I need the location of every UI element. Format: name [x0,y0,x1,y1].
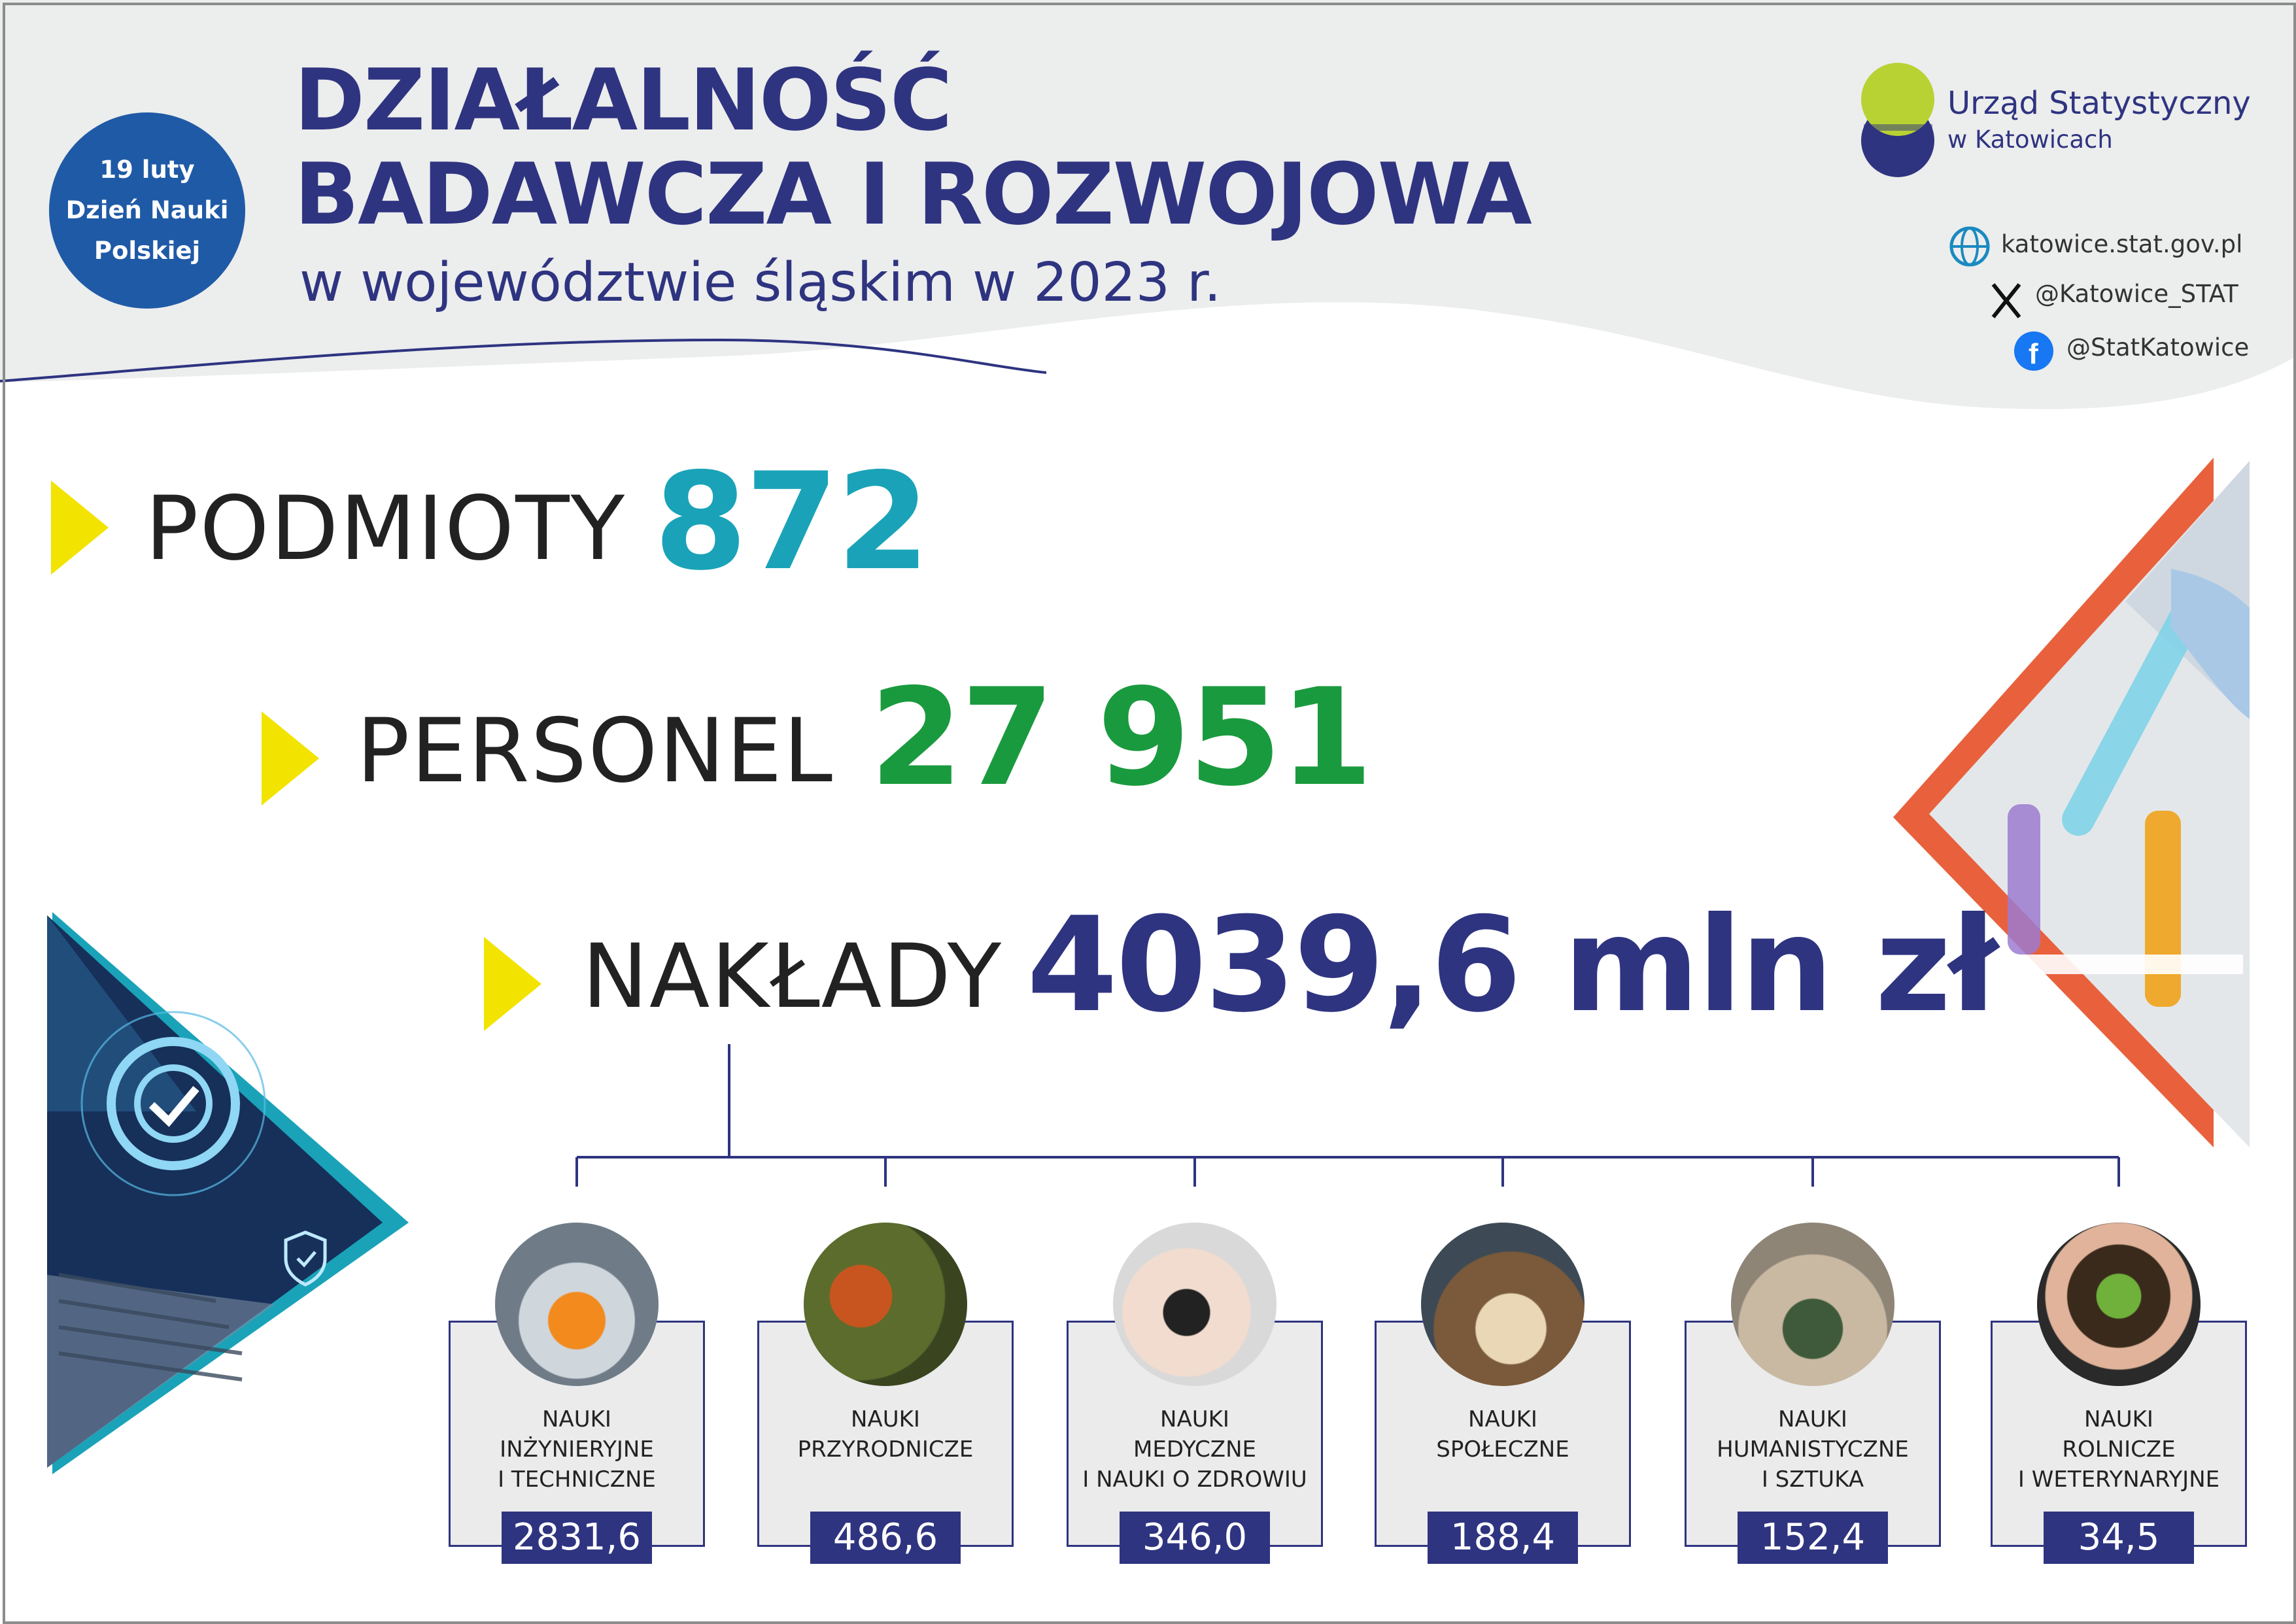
metric-label-podmioty: PODMIOTY [145,477,626,580]
category-value-medical: 346,0 [1120,1512,1270,1564]
badge-line-3: Polskiej [94,237,201,265]
facebook-link[interactable]: @StatKatowice [2066,333,2250,362]
subtitle: w województwie śląskim w 2023 r. [300,252,1222,314]
tree-connector [575,1044,2120,1187]
gear-icon [107,1037,240,1170]
arrow-icon [262,711,319,805]
metric-value-podmioty: 872 [654,445,930,600]
test-tube-blue-icon [2062,589,2208,836]
arrow-icon [51,481,109,575]
website-link[interactable]: katowice.stat.gov.pl [2001,230,2243,258]
category-value-humanities: 152,4 [1738,1512,1888,1564]
books-photo-icon [1421,1223,1585,1386]
blood-pressure-photo-icon [1113,1223,1277,1386]
x-logo-icon [1991,283,2021,318]
category-value-social: 188,4 [1428,1512,1578,1564]
category-label-engineering: NAUKI INŻYNIERYJNE I TECHNICZNE [498,1406,656,1493]
metric-label-naklady: NAKŁADY [582,925,1003,1028]
category-label-humanities: NAUKI HUMANISTYCZNE I SZTUKA [1717,1406,1909,1493]
robot-arms-photo-icon [495,1223,659,1386]
category-label-agricultural: NAUKI ROLNICZE I WETERYNARYJNE [2017,1406,2220,1493]
header-rule [0,338,1047,382]
category-box [449,1321,705,1547]
x-handle-link[interactable]: @Katowice_STAT [2035,280,2238,308]
gallery-photo-icon [1731,1223,1894,1386]
category-label-social: NAUKI SPOŁECZNE [1436,1406,1569,1463]
title-line-1: DZIAŁALNOŚĆ [294,50,952,150]
squirrel-photo-icon [804,1223,967,1386]
seedling-photo-icon [2037,1223,2201,1386]
arrow-icon [484,937,541,1031]
category-label-natural: NAUKI PRZYRODNICZE [797,1406,974,1463]
badge-line-2: Dzień Nauki [65,196,229,224]
metric-value-naklady: 4039,6 mln zł [1027,889,1998,1041]
category-label-medical: NAUKI MEDYCZNE I NAUKI O ZDROWIU [1082,1406,1307,1493]
metric-value-personel: 27 951 [870,660,1373,816]
logo-name-line-1: Urząd Statystyczny [1947,85,2251,122]
metric-label-personel: PERSONEL [356,700,834,802]
logo-circle-green [1861,63,1934,136]
title-line-2: BADAWCZA I ROZWOJOWA [294,144,1532,244]
shield-icon [284,1230,327,1287]
logo-name-line-2: w Katowicach [1947,126,2113,154]
facebook-icon [2014,331,2053,371]
date-badge: 19 luty Dzień Nauki Polskiej [49,112,245,309]
category-value-agricultural: 34,5 [2044,1512,2194,1564]
badge-line-1: 19 luty [99,156,195,184]
category-value-engineering: 2831,6 [502,1512,652,1564]
svg-text:f: f [2029,338,2038,370]
category-value-natural: 486,6 [810,1512,961,1564]
header-band [0,0,2296,409]
